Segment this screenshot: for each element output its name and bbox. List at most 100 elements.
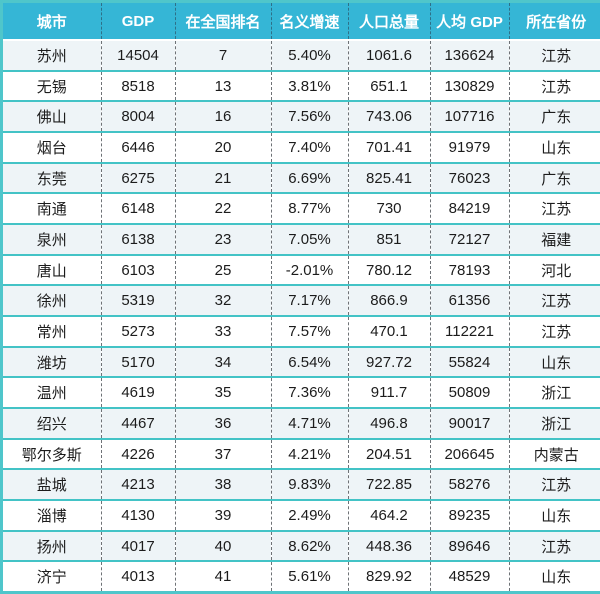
table-cell: 9.83% — [271, 468, 349, 501]
table-cell: 泉州 — [3, 223, 102, 255]
table-cell: 8.77% — [271, 192, 349, 225]
table-cell: 16 — [175, 100, 272, 133]
table-cell: 206645 — [430, 437, 510, 470]
table-row: 盐城 4213 38 9.83% 722.85 58276 江苏 — [3, 468, 600, 501]
table-row: 鄂尔多斯 4226 37 4.21% 204.51 206645 内蒙古 — [3, 437, 600, 470]
table-row: 常州 5273 33 7.57% 470.1 112221 江苏 — [3, 315, 600, 347]
table-cell: 34 — [175, 345, 272, 378]
table-cell: 35 — [175, 376, 272, 409]
table-cell: 72127 — [430, 223, 510, 255]
table-cell: 76023 — [430, 161, 510, 194]
table-row: 淄博 4130 39 2.49% 464.2 89235 山东 — [3, 499, 600, 531]
table-cell: 2.49% — [271, 499, 349, 531]
table-cell: 广东 — [509, 161, 600, 194]
table-cell: 济宁 — [3, 560, 102, 591]
table-row: 徐州 5319 32 7.17% 866.9 61356 江苏 — [3, 284, 600, 317]
table-cell: 470.1 — [348, 315, 431, 347]
table-cell: 39 — [175, 499, 272, 531]
table-cell: 佛山 — [3, 100, 102, 133]
table-row: 佛山 8004 16 7.56% 743.06 107716 广东 — [3, 100, 600, 133]
table-cell: 20 — [175, 131, 272, 163]
table-cell: 徐州 — [3, 284, 102, 317]
table-cell: 广东 — [509, 100, 600, 133]
table-cell: 7.17% — [271, 284, 349, 317]
table-cell: 464.2 — [348, 499, 431, 531]
table-cell: 911.7 — [348, 376, 431, 409]
table-body: 苏州 14504 7 5.40% 1061.6 136624 江苏 无锡 8518 13 3.81%… — [3, 39, 600, 591]
table-cell: 58276 — [430, 468, 510, 501]
table-cell: 江苏 — [509, 39, 600, 71]
table-cell: 绍兴 — [3, 407, 102, 439]
table-cell: -2.01% — [271, 253, 349, 286]
table-cell: 851 — [348, 223, 431, 255]
table-cell: 江苏 — [509, 284, 600, 317]
table-cell: 潍坊 — [3, 345, 102, 378]
table-cell: 7.56% — [271, 100, 349, 133]
table-cell: 东莞 — [3, 161, 102, 194]
table-cell: 江苏 — [509, 529, 600, 562]
table-cell: 7.36% — [271, 376, 349, 409]
table-cell: 38 — [175, 468, 272, 501]
table-cell: 6.69% — [271, 161, 349, 194]
table-cell: 84219 — [430, 192, 510, 225]
table-cell: 651.1 — [348, 69, 431, 102]
table-row: 无锡 8518 13 3.81% 651.1 130829 江苏 — [3, 69, 600, 102]
table-cell: 6.54% — [271, 345, 349, 378]
column-header: 人均 GDP — [430, 3, 510, 41]
table-cell: 南通 — [3, 192, 102, 225]
table-cell: 829.92 — [348, 560, 431, 591]
table-cell: 扬州 — [3, 529, 102, 562]
table-cell: 33 — [175, 315, 272, 347]
table-cell: 山东 — [509, 345, 600, 378]
table-cell: 50809 — [430, 376, 510, 409]
table-cell: 4130 — [101, 499, 176, 531]
table-row: 济宁 4013 41 5.61% 829.92 48529 山东 — [3, 560, 600, 591]
table-cell: 山东 — [509, 131, 600, 163]
table-cell: 8004 — [101, 100, 176, 133]
table-row: 烟台 6446 20 7.40% 701.41 91979 山东 — [3, 131, 600, 163]
table-cell: 6103 — [101, 253, 176, 286]
table-cell: 苏州 — [3, 39, 102, 71]
table-cell: 61356 — [430, 284, 510, 317]
table-row: 绍兴 4467 36 4.71% 496.8 90017 浙江 — [3, 407, 600, 439]
table-row: 东莞 6275 21 6.69% 825.41 76023 广东 — [3, 161, 600, 194]
table-cell: 48529 — [430, 560, 510, 591]
table-cell: 4213 — [101, 468, 176, 501]
table-cell: 107716 — [430, 100, 510, 133]
column-header: 所在省份 — [509, 3, 600, 41]
table-cell: 7.57% — [271, 315, 349, 347]
table-cell: 5170 — [101, 345, 176, 378]
table-cell: 4013 — [101, 560, 176, 591]
table-cell: 浙江 — [509, 376, 600, 409]
table-cell: 78193 — [430, 253, 510, 286]
table-row: 潍坊 5170 34 6.54% 927.72 55824 山东 — [3, 345, 600, 378]
table-cell: 6138 — [101, 223, 176, 255]
table-cell: 496.8 — [348, 407, 431, 439]
table-cell: 89646 — [430, 529, 510, 562]
table-cell: 743.06 — [348, 100, 431, 133]
table-cell: 7.40% — [271, 131, 349, 163]
table-cell: 780.12 — [348, 253, 431, 286]
table-cell: 4467 — [101, 407, 176, 439]
table-cell: 3.81% — [271, 69, 349, 102]
table-row: 扬州 4017 40 8.62% 448.36 89646 江苏 — [3, 529, 600, 562]
table-cell: 40 — [175, 529, 272, 562]
table-cell: 130829 — [430, 69, 510, 102]
column-header: 名义增速 — [271, 3, 349, 41]
table-row: 苏州 14504 7 5.40% 1061.6 136624 江苏 — [3, 39, 600, 71]
table-cell: 37 — [175, 437, 272, 470]
table-cell: 山东 — [509, 499, 600, 531]
table-cell: 江苏 — [509, 315, 600, 347]
table-cell: 32 — [175, 284, 272, 317]
data-table: 城市 GDP 在全国排名 名义增速 人口总量 人均 GDP 所在省份 苏州 14504 7 5.4… — [3, 3, 600, 591]
table-cell: 36 — [175, 407, 272, 439]
table-cell: 90017 — [430, 407, 510, 439]
table-cell: 河北 — [509, 253, 600, 286]
table-cell: 江苏 — [509, 69, 600, 102]
table-row: 温州 4619 35 7.36% 911.7 50809 浙江 — [3, 376, 600, 409]
column-header: 人口总量 — [348, 3, 431, 41]
table-cell: 淄博 — [3, 499, 102, 531]
table-cell: 136624 — [430, 39, 510, 71]
table-cell: 江苏 — [509, 468, 600, 501]
